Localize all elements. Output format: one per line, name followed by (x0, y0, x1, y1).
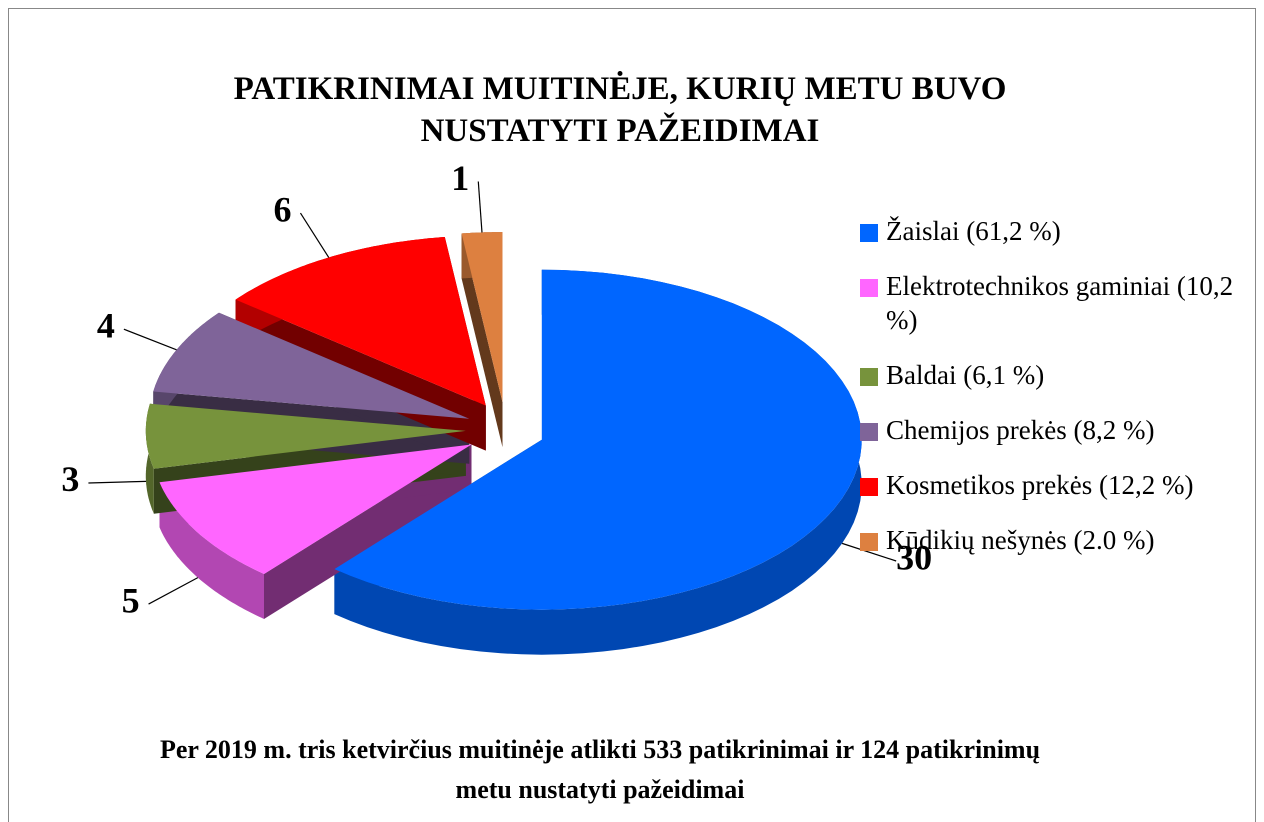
legend-swatch (860, 224, 878, 242)
data-label: 1 (451, 158, 469, 198)
leader-line (123, 328, 177, 351)
legend: Žaislai (61,2 %) Elektrotechnikos gaminia… (858, 214, 1258, 578)
chart-caption: Per 2019 m. tris ketvirčius muitinėje at… (159, 735, 1041, 804)
legend-item: Kosmetikos prekės (12,2 %) (858, 468, 1258, 502)
legend-item: Baldai (6,1 %) (858, 358, 1258, 392)
data-label: 6 (273, 189, 291, 229)
slice (145, 403, 466, 469)
slice-side (334, 269, 862, 655)
data-label: 5 (122, 580, 140, 620)
leader-line (88, 480, 147, 484)
slice (153, 312, 470, 419)
slice-side (159, 482, 264, 619)
legend-item: Chemijos prekės (8,2 %) (858, 413, 1258, 447)
slice (461, 232, 503, 403)
legend-swatch (860, 478, 878, 496)
legend-label: Elektrotechnikos gaminiai (10,2 %) (886, 271, 1234, 335)
slice (235, 237, 486, 406)
slice (159, 444, 472, 574)
slice-side (461, 233, 503, 448)
leader-line (477, 181, 483, 233)
legend-swatch (860, 279, 878, 297)
legend-label: Kūdikių nešynės (2.0 %) (886, 525, 1155, 555)
chart-title: PATIKRINIMAI MUITINĖJE, KURIŲ METU BUVO … (233, 71, 1007, 149)
data-label: 30 (896, 537, 932, 577)
leader-line (148, 577, 199, 605)
legend-item: Elektrotechnikos gaminiai (10,2 %) (858, 269, 1258, 337)
legend-label: Kosmetikos prekės (12,2 %) (886, 470, 1194, 500)
legend-swatch (860, 533, 878, 551)
data-label: 3 (61, 459, 79, 499)
leader-line (299, 212, 330, 258)
leader-line (841, 542, 897, 562)
legend-swatch (860, 423, 878, 441)
legend-item: Žaislai (61,2 %) (858, 214, 1258, 248)
legend-swatch (860, 368, 878, 386)
legend-item: Kūdikių nešynės (2.0 %) (858, 523, 1258, 557)
chart-frame (8, 8, 1256, 822)
legend-label: Baldai (6,1 %) (886, 360, 1045, 390)
legend-label: Žaislai (61,2 %) (886, 216, 1061, 246)
slice (334, 269, 862, 610)
data-label: 4 (97, 305, 115, 345)
legend-label: Chemijos prekės (8,2 %) (886, 415, 1155, 445)
